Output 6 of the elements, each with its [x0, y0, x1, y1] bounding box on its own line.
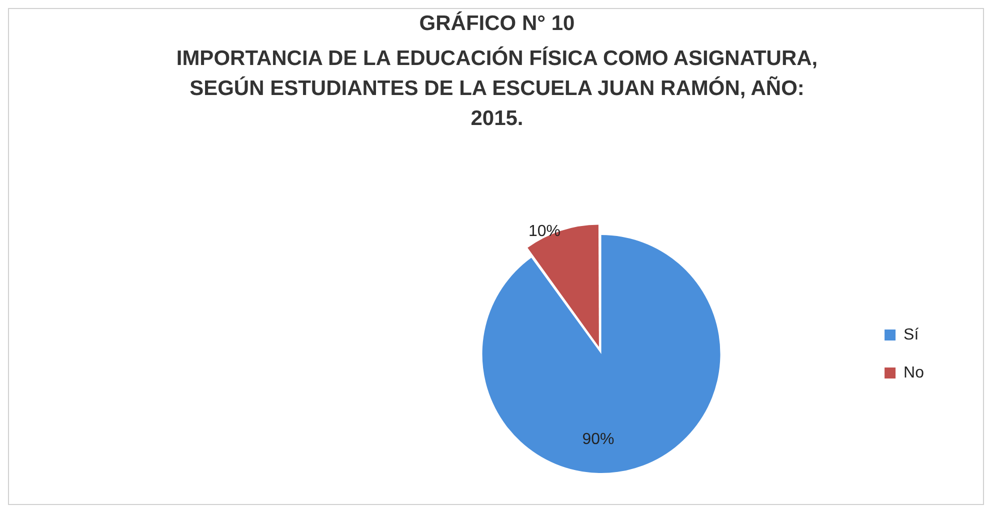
chart-subtitle: IMPORTANCIA DE LA EDUCACIÓN FÍSICA COMO ASIGNATURA, SEGÚN ESTUDIANTES DE LA ESCUELA JUAN RAMÓN, AÑO: 2015.	[175, 45, 819, 132]
legend-label: No	[904, 364, 924, 382]
data-label: 10%	[528, 222, 560, 240]
chart-title: GRÁFICO N° 10	[418, 12, 576, 36]
legend-label: Sí	[904, 326, 920, 344]
data-label: 90%	[582, 431, 614, 448]
